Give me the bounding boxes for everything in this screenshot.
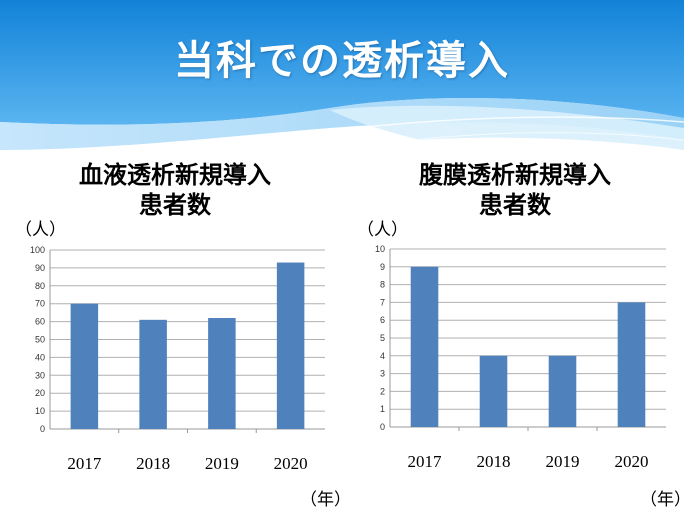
y-tick-label: 7 (380, 297, 385, 307)
chart-title-line-1: 腹膜透析新規導入 (419, 160, 611, 189)
x-tick-label: 2017 (408, 452, 443, 471)
chart-title-line-2: 患者数 (479, 190, 551, 219)
hemodialysis-bar-chart: 0 10 20 30 40 50 60 70 80 90 100 2017 2018 2019 2020 (30, 245, 325, 473)
chart-title-peritoneal: 腹膜透析新規導入 患者数 (380, 160, 650, 220)
bar (276, 262, 305, 429)
y-tick-label: 20 (35, 388, 45, 398)
x-unit-label-hemodialysis: （年） (300, 490, 351, 510)
y-unit-label-hemodialysis: （人） (15, 220, 66, 240)
bar (139, 319, 167, 429)
y-tick-label: 90 (35, 263, 45, 273)
y-tick-label: 2 (380, 386, 385, 396)
y-tick-label: 30 (35, 370, 45, 380)
chart-title-line-1: 血液透析新規導入 (79, 160, 271, 189)
y-tick-label: 50 (35, 335, 45, 345)
x-unit-label-peritoneal: （年） (640, 490, 684, 510)
y-tick-label: 0 (40, 424, 45, 434)
y-tick-label: 6 (380, 315, 385, 325)
y-tick-label: 40 (35, 352, 45, 362)
bar (208, 318, 236, 429)
chart-title-line-2: 患者数 (139, 190, 211, 219)
x-tick-label: 2019 (546, 452, 580, 471)
x-tick-label: 2020 (274, 454, 308, 473)
bar (617, 302, 646, 427)
peritoneal-bar-chart: 0 1 2 3 4 5 6 7 8 9 10 2017 2018 2019 2020 (375, 244, 666, 471)
y-tick-label: 10 (375, 244, 385, 254)
y-tick-label: 8 (380, 280, 385, 290)
x-tick-label: 2020 (615, 452, 649, 471)
y-tick-label: 80 (35, 281, 45, 291)
x-tick-label: 2018 (136, 454, 170, 473)
x-tick-label: 2019 (205, 454, 239, 473)
x-tick-label: 2017 (67, 454, 102, 473)
y-tick-label: 9 (380, 262, 385, 272)
y-tick-label: 3 (380, 369, 385, 379)
y-tick-label: 4 (380, 351, 385, 361)
y-tick-label: 5 (380, 333, 385, 343)
x-tick-label: 2018 (477, 452, 511, 471)
y-tick-label: 60 (35, 317, 45, 327)
chart-title-hemodialysis: 血液透析新規導入 患者数 (40, 160, 310, 220)
slide-title: 当科での透析導入 (174, 37, 510, 84)
bar (410, 266, 439, 427)
bar (479, 355, 508, 427)
bar (70, 303, 99, 429)
bar (548, 355, 577, 427)
y-tick-label: 10 (35, 406, 45, 416)
header-wave-background (0, 0, 684, 151)
y-tick-label: 100 (30, 245, 45, 255)
y-tick-label: 1 (380, 404, 385, 414)
slide-header: 当科での透析導入 (0, 0, 684, 175)
y-tick-label: 0 (380, 422, 385, 432)
y-unit-label-peritoneal: （人） (357, 220, 408, 240)
y-tick-label: 70 (35, 299, 45, 309)
